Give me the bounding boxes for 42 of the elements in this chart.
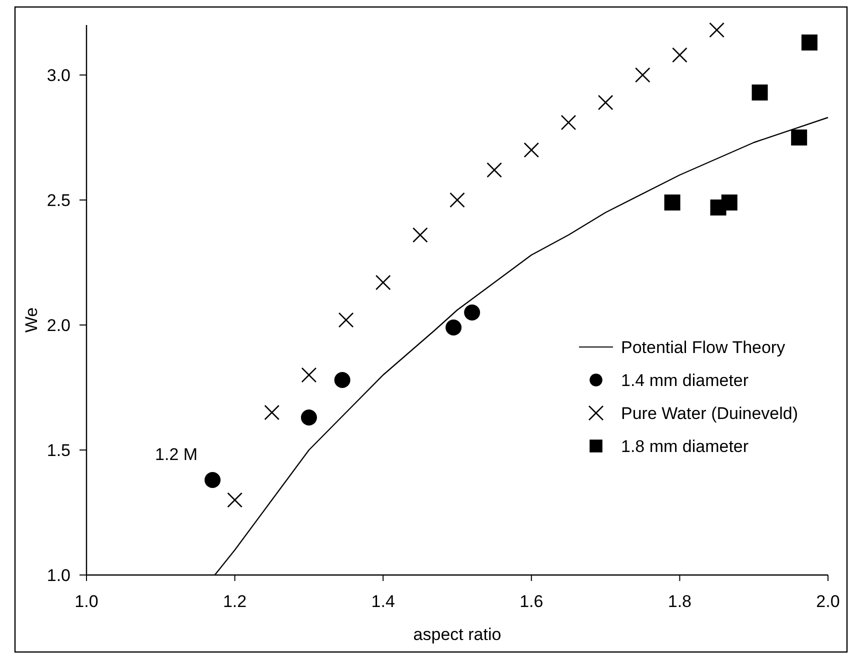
point bbox=[412, 227, 428, 243]
y-axis-title: We bbox=[22, 307, 41, 333]
point bbox=[721, 194, 738, 210]
y-tick-label: 1.0 bbox=[46, 566, 70, 585]
y-tick-label: 2.0 bbox=[46, 316, 70, 335]
point bbox=[300, 410, 317, 426]
point bbox=[227, 492, 242, 508]
point bbox=[752, 84, 768, 100]
point bbox=[634, 67, 650, 83]
point bbox=[524, 142, 540, 158]
point bbox=[709, 22, 724, 38]
point bbox=[672, 47, 688, 63]
x-axis-title: aspect ratio bbox=[413, 625, 502, 644]
point bbox=[664, 194, 680, 210]
annotation: 1.2 M bbox=[155, 445, 198, 464]
point bbox=[450, 192, 465, 208]
point bbox=[801, 34, 818, 50]
point bbox=[375, 274, 391, 290]
legend-label: Potential Flow Theory bbox=[621, 338, 786, 357]
point bbox=[204, 472, 221, 488]
x-tick-label: 1.6 bbox=[520, 592, 544, 611]
y-tick-label: 2.5 bbox=[46, 191, 70, 210]
x-tick-label: 1.2 bbox=[222, 592, 247, 611]
point bbox=[264, 404, 280, 420]
y-tick-label: 3.0 bbox=[46, 66, 70, 85]
x-tick-label: 1.0 bbox=[74, 592, 98, 611]
point bbox=[791, 130, 808, 146]
point bbox=[338, 312, 354, 328]
x-tick-label: 1.4 bbox=[371, 592, 395, 611]
point bbox=[334, 372, 350, 388]
point bbox=[301, 367, 317, 383]
x-tick-label: 1.8 bbox=[668, 592, 692, 611]
point bbox=[560, 114, 576, 130]
y-tick-label: 1.5 bbox=[46, 441, 70, 460]
legend-label: 1.8 mm diameter bbox=[621, 437, 749, 456]
point bbox=[486, 162, 502, 178]
point bbox=[446, 320, 462, 336]
point bbox=[598, 94, 614, 110]
point bbox=[464, 304, 480, 320]
legend-label: Pure Water (Duineveld) bbox=[621, 404, 798, 423]
legend-label: 1.4 mm diameter bbox=[621, 371, 749, 390]
x-tick-label: 2.0 bbox=[816, 592, 840, 611]
